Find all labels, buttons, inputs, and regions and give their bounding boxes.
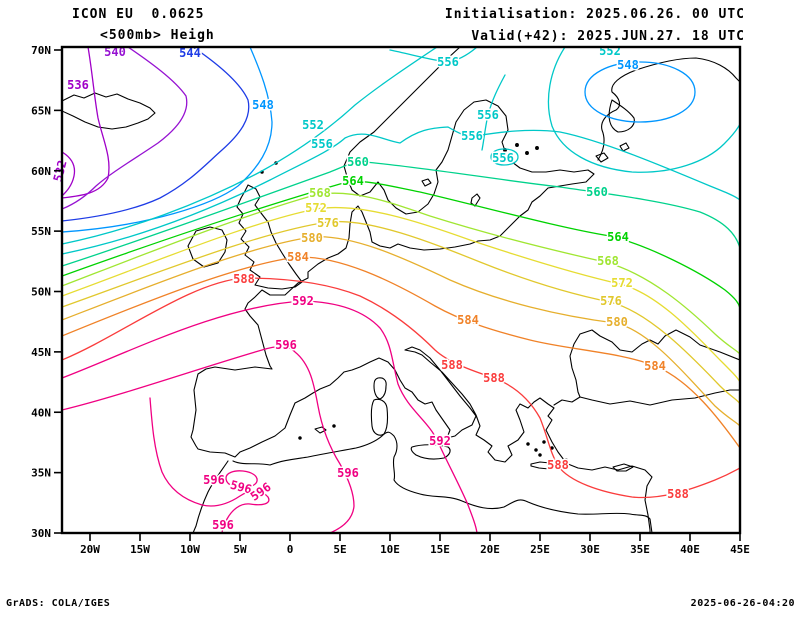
lon-tick-label: 30E (580, 543, 600, 556)
lat-tick-label: 35N (31, 467, 51, 480)
contour-label-556: 556 (477, 108, 499, 122)
height-contours (63, 48, 739, 532)
contour-label-536: 536 (67, 78, 89, 92)
lon-tick-label: 25E (530, 543, 550, 556)
lat-tick-label: 55N (31, 225, 51, 238)
contour-label-588: 588 (547, 458, 569, 472)
contour-label-544: 544 (179, 46, 201, 60)
lat-tick-label: 30N (31, 527, 51, 540)
contour-label-564: 564 (342, 174, 364, 188)
field-title: <500mb> Heigh (100, 28, 215, 43)
contour-label-564: 564 (607, 230, 629, 244)
contour-label-596: 596 (337, 466, 359, 480)
contour-label-584: 584 (457, 313, 479, 327)
contour-label-592: 592 (429, 434, 451, 448)
contour-label-588: 588 (441, 358, 463, 372)
lat-tick-label: 50N (31, 286, 51, 299)
contour-label-548: 548 (617, 58, 639, 72)
contour-label-556: 556 (311, 137, 333, 151)
contour-label-596: 596 (203, 473, 225, 487)
lat-tick-label: 70N (31, 44, 51, 57)
contour-label-556: 556 (437, 55, 459, 69)
lat-tick-label: 60N (31, 165, 51, 178)
lon-tick-label: 20E (480, 543, 500, 556)
init-time-label: Initialisation: 2025.06.26. 00 UTC (444, 7, 745, 22)
contour-label-556: 556 (461, 129, 483, 143)
contour-label-560: 560 (347, 155, 369, 169)
lon-tick-label: 40E (680, 543, 700, 556)
lon-tick-label: 45E (730, 543, 750, 556)
lon-tick-label: 10E (380, 543, 400, 556)
lon-tick-label: 5W (233, 543, 247, 556)
lon-tick-label: 15E (430, 543, 450, 556)
lon-tick-label: 5E (333, 543, 346, 556)
contour-label-580: 580 (301, 231, 323, 245)
lon-tick-label: 0 (287, 543, 294, 556)
lon-tick-label: 35E (630, 543, 650, 556)
contour-label-588: 588 (667, 487, 689, 501)
contour-label-568: 568 (309, 186, 331, 200)
lon-tick-label: 15W (130, 543, 150, 556)
valid-time-label: Valid(+42): 2025.JUN.27. 18 UTC (471, 29, 745, 44)
contour-label-576: 576 (317, 216, 339, 230)
contour-label-592: 592 (292, 294, 314, 308)
lat-tick-label: 40N (31, 406, 51, 419)
contour-label-556: 556 (492, 151, 514, 165)
coastlines (63, 48, 739, 532)
map-frame: 70N 65N 60N 55N 50N 45N 40N 35N 30N 20W 15W 10W 5W 0 5… (31, 44, 750, 556)
lon-tick-label: 20W (80, 543, 100, 556)
creation-timestamp: 2025-06-26-04:20 (690, 598, 795, 609)
axis-ticks: 70N 65N 60N 55N 50N 45N 40N 35N 30N 20W 15W 10W 5W 0 5… (31, 44, 750, 556)
contour-label-560: 560 (586, 185, 608, 199)
lon-tick-label: 10W (180, 543, 200, 556)
lat-tick-label: 65N (31, 104, 51, 117)
contour-label-588: 588 (483, 371, 505, 385)
contour-label-548: 548 (252, 98, 274, 112)
contour-label-568: 568 (597, 254, 619, 268)
model-title: ICON EU 0.0625 (72, 7, 205, 22)
lat-tick-label: 45N (31, 346, 51, 359)
contour-label-588: 588 (233, 272, 255, 286)
grads-credit: GrADS: COLA/IGES (6, 598, 111, 609)
contour-label-596: 596 (275, 338, 297, 352)
contour-label-576: 576 (600, 294, 622, 308)
contour-label-572: 572 (305, 201, 327, 215)
contour-label-596: 596 (212, 518, 234, 532)
contour-label-584: 584 (644, 359, 666, 373)
contour-label-580: 580 (606, 315, 628, 329)
contour-label-552: 552 (302, 118, 324, 132)
contour-label-572: 572 (611, 276, 633, 290)
contour-label-584: 584 (287, 250, 309, 264)
